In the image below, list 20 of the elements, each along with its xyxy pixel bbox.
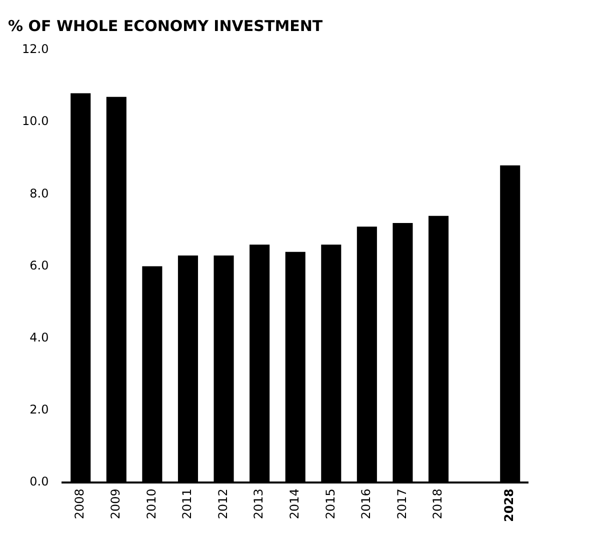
x-tick-label: 2018 bbox=[430, 488, 445, 520]
y-tick-label: 4.0 bbox=[30, 330, 49, 345]
y-tick-label: 8.0 bbox=[30, 186, 49, 200]
x-tick-label: 2016 bbox=[359, 488, 374, 520]
x-tick-label: 2017 bbox=[394, 488, 409, 520]
y-tick-label: 10.0 bbox=[22, 114, 49, 128]
y-tick-label: 6.0 bbox=[30, 258, 49, 272]
x-tick-label: 2013 bbox=[252, 488, 266, 520]
chart-title: % OF WHOLE ECONOMY INVESTMENT bbox=[8, 16, 324, 35]
x-tick-label: 2008 bbox=[72, 488, 87, 520]
x-tick-label: 2014 bbox=[287, 488, 302, 520]
x-tick-label: 2011 bbox=[180, 488, 194, 520]
y-tick-label: 0.0 bbox=[30, 474, 49, 489]
x-tick-label: 2015 bbox=[323, 488, 338, 520]
x-tick-label: 2012 bbox=[216, 488, 230, 520]
x-tick-label: 2028 bbox=[502, 488, 516, 522]
x-tick-label: 2010 bbox=[144, 488, 158, 520]
x-tick-label: 2009 bbox=[108, 488, 123, 520]
y-tick-label: 2.0 bbox=[30, 402, 49, 417]
y-tick-label: 12.0 bbox=[22, 42, 49, 56]
